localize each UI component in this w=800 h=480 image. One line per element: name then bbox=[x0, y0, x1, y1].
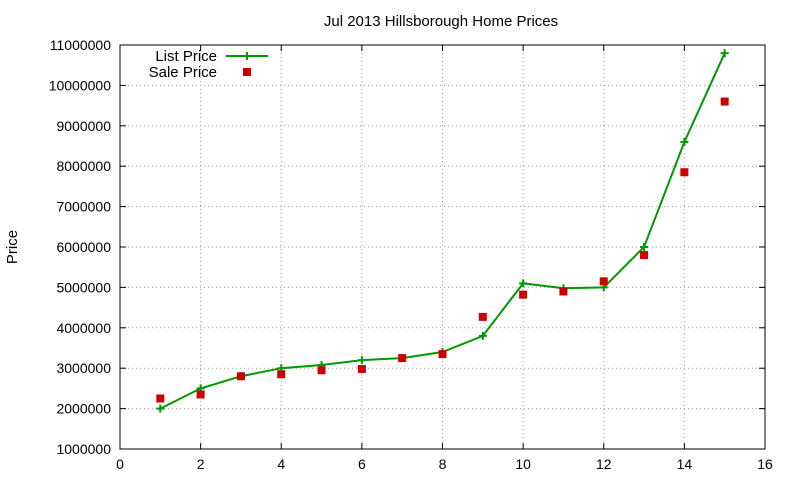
legend: List Price Sale Price bbox=[149, 48, 268, 81]
sale-price-point bbox=[720, 97, 729, 106]
x-tick-label: 12 bbox=[596, 456, 612, 472]
sale-price-point bbox=[236, 372, 245, 381]
list-price-point bbox=[680, 137, 689, 146]
y-tick-label: 7000000 bbox=[56, 199, 111, 215]
sale-price-point bbox=[438, 350, 447, 359]
legend-marker-sale-price bbox=[243, 68, 251, 76]
y-tick-label: 3000000 bbox=[56, 360, 111, 376]
y-tick-label: 1000000 bbox=[56, 441, 111, 457]
x-tick-label: 0 bbox=[116, 456, 124, 472]
y-axis-label: Price bbox=[4, 230, 21, 264]
legend-label-list-price: List Price bbox=[155, 48, 217, 65]
x-tick-label: 16 bbox=[757, 456, 773, 472]
y-tick-label: 8000000 bbox=[56, 158, 111, 174]
sale-price-point bbox=[277, 370, 286, 379]
sale-price-point bbox=[196, 390, 205, 399]
y-tick-label: 9000000 bbox=[56, 118, 111, 134]
sale-price-point bbox=[559, 287, 568, 296]
x-tick-label: 14 bbox=[677, 456, 693, 472]
sale-price-point bbox=[398, 354, 407, 363]
x-tick-labels: 0 2 4 6 8 10 12 14 16 bbox=[116, 456, 773, 472]
sale-price-point bbox=[156, 394, 165, 403]
grid-lines bbox=[120, 45, 765, 449]
x-tick-label: 2 bbox=[197, 456, 205, 472]
chart-title: Jul 2013 Hillsborough Home Prices bbox=[324, 13, 558, 30]
list-price-point bbox=[478, 331, 487, 340]
x-tick-label: 6 bbox=[358, 456, 366, 472]
list-price-point bbox=[519, 279, 528, 288]
series-marks bbox=[156, 49, 729, 413]
x-tick-label: 10 bbox=[515, 456, 531, 472]
x-tick-label: 8 bbox=[439, 456, 447, 472]
sale-price-point bbox=[478, 312, 487, 321]
list-price-point bbox=[720, 49, 729, 58]
plot-frame bbox=[119, 44, 766, 450]
y-tick-label: 6000000 bbox=[56, 239, 111, 255]
sale-price-point bbox=[640, 251, 649, 260]
legend-marker-list-price bbox=[243, 52, 251, 60]
sale-price-point bbox=[317, 366, 326, 375]
list-price-point bbox=[640, 243, 649, 251]
sale-price-point bbox=[680, 168, 689, 177]
x-tick-label: 4 bbox=[277, 456, 285, 472]
sale-price-point bbox=[599, 277, 608, 286]
y-tick-label: 11000000 bbox=[50, 37, 111, 53]
axis-ticks bbox=[119, 44, 766, 450]
y-tick-label: 5000000 bbox=[56, 279, 111, 295]
legend-label-sale-price: Sale Price bbox=[149, 64, 217, 81]
sale-price-point bbox=[519, 290, 528, 299]
y-tick-labels: 1000000 2000000 3000000 4000000 5000000 60000… bbox=[49, 37, 112, 457]
list-price-point bbox=[357, 356, 366, 365]
y-tick-label: 10000000 bbox=[49, 77, 112, 93]
list-price-point bbox=[156, 404, 165, 413]
sale-price-point bbox=[357, 365, 366, 374]
y-tick-label: 2000000 bbox=[56, 401, 111, 417]
y-tick-label: 4000000 bbox=[56, 320, 111, 336]
